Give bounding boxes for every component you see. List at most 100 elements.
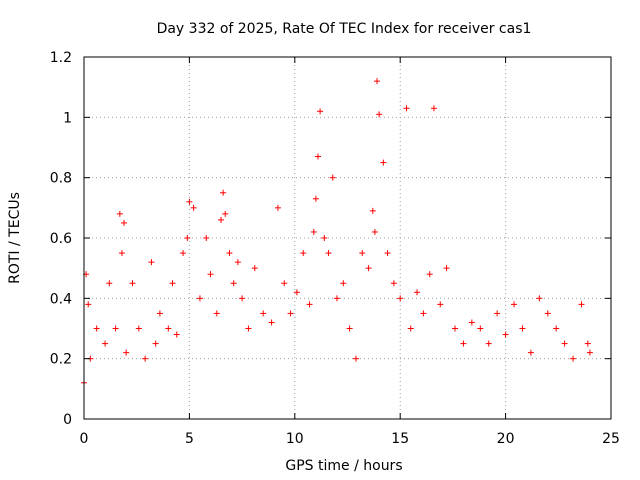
data-point xyxy=(220,189,227,196)
data-point xyxy=(310,228,317,235)
data-point xyxy=(371,228,378,235)
data-point xyxy=(274,204,281,211)
data-point xyxy=(553,325,560,332)
data-point xyxy=(420,310,427,317)
data-point xyxy=(397,295,404,302)
data-point xyxy=(494,310,501,317)
data-point xyxy=(106,280,113,287)
data-point xyxy=(102,340,109,347)
data-point xyxy=(293,289,300,296)
y-tick-label: 0.8 xyxy=(50,171,72,187)
data-point xyxy=(245,325,252,332)
data-point xyxy=(374,78,381,85)
data-point xyxy=(407,325,414,332)
data-point xyxy=(152,340,159,347)
data-point xyxy=(365,265,372,272)
axis-ticks xyxy=(83,56,612,420)
data-point xyxy=(213,310,220,317)
data-point xyxy=(544,310,551,317)
data-point xyxy=(165,325,172,332)
data-point xyxy=(251,265,258,272)
data-point xyxy=(218,216,225,223)
data-point xyxy=(93,325,100,332)
data-point xyxy=(300,250,307,257)
y-tick-label: 1.2 xyxy=(50,50,72,66)
data-point xyxy=(118,250,125,257)
data-point xyxy=(260,310,267,317)
data-point xyxy=(281,280,288,287)
x-tick-labels: 0 5 10 15 20 25 xyxy=(80,431,620,447)
data-point xyxy=(186,198,193,205)
data-point xyxy=(403,105,410,112)
data-point xyxy=(570,355,577,362)
data-point xyxy=(584,340,591,347)
x-tick-label: 25 xyxy=(602,431,620,447)
data-point xyxy=(460,340,467,347)
data-point xyxy=(346,325,353,332)
data-point xyxy=(430,105,437,112)
data-point xyxy=(578,301,585,308)
data-point xyxy=(511,301,518,308)
data-point xyxy=(287,310,294,317)
data-point xyxy=(502,331,509,338)
data-point xyxy=(230,280,237,287)
data-point xyxy=(268,319,275,326)
data-point xyxy=(384,250,391,257)
data-point xyxy=(173,331,180,338)
data-point xyxy=(203,235,210,241)
data-point xyxy=(333,295,340,302)
data-point xyxy=(380,159,387,166)
data-point xyxy=(317,108,324,115)
data-point xyxy=(376,111,383,118)
data-point xyxy=(477,325,484,332)
data-point xyxy=(116,210,123,217)
data-point xyxy=(129,280,136,287)
data-point xyxy=(85,301,92,308)
data-point xyxy=(329,174,336,181)
data-point xyxy=(325,250,332,257)
y-axis-label: ROTI / TECUs xyxy=(7,192,23,284)
data-point xyxy=(196,295,203,302)
y-tick-labels: 0 0.2 0.4 0.6 0.8 1 1.2 xyxy=(50,50,72,428)
data-point xyxy=(156,310,163,317)
data-point xyxy=(312,195,319,202)
data-point xyxy=(390,280,397,287)
data-point xyxy=(239,295,246,302)
data-point xyxy=(226,250,233,257)
y-tick-label: 0.4 xyxy=(50,291,72,307)
data-point xyxy=(135,325,142,332)
data-point xyxy=(314,153,321,160)
data-point xyxy=(561,340,568,347)
data-point xyxy=(468,319,475,326)
data-point xyxy=(306,301,313,308)
data-point xyxy=(414,289,421,296)
data-point xyxy=(527,349,534,356)
data-point xyxy=(369,207,376,214)
data-point xyxy=(536,295,543,302)
x-tick-label: 5 xyxy=(185,431,194,447)
data-point xyxy=(180,250,187,257)
data-point xyxy=(148,259,155,266)
data-point xyxy=(586,349,593,356)
chart-title: Day 332 of 2025, Rate Of TEC Index for r… xyxy=(157,21,532,37)
data-point xyxy=(184,235,191,241)
y-tick-label: 1 xyxy=(63,110,72,126)
data-point xyxy=(340,280,347,287)
x-tick-label: 15 xyxy=(391,431,409,447)
data-point xyxy=(321,235,328,241)
data-point xyxy=(359,250,366,257)
data-point xyxy=(443,265,450,272)
data-point xyxy=(112,325,119,332)
data-point xyxy=(142,355,149,362)
data-point xyxy=(123,349,130,356)
x-tick-label: 10 xyxy=(286,431,304,447)
data-point xyxy=(222,210,229,217)
y-tick-label: 0.6 xyxy=(50,231,72,247)
x-tick-label: 20 xyxy=(497,431,515,447)
data-point xyxy=(352,355,359,362)
y-tick-label: 0 xyxy=(63,412,72,428)
data-point xyxy=(169,280,176,287)
data-point xyxy=(121,219,128,226)
data-point xyxy=(437,301,444,308)
